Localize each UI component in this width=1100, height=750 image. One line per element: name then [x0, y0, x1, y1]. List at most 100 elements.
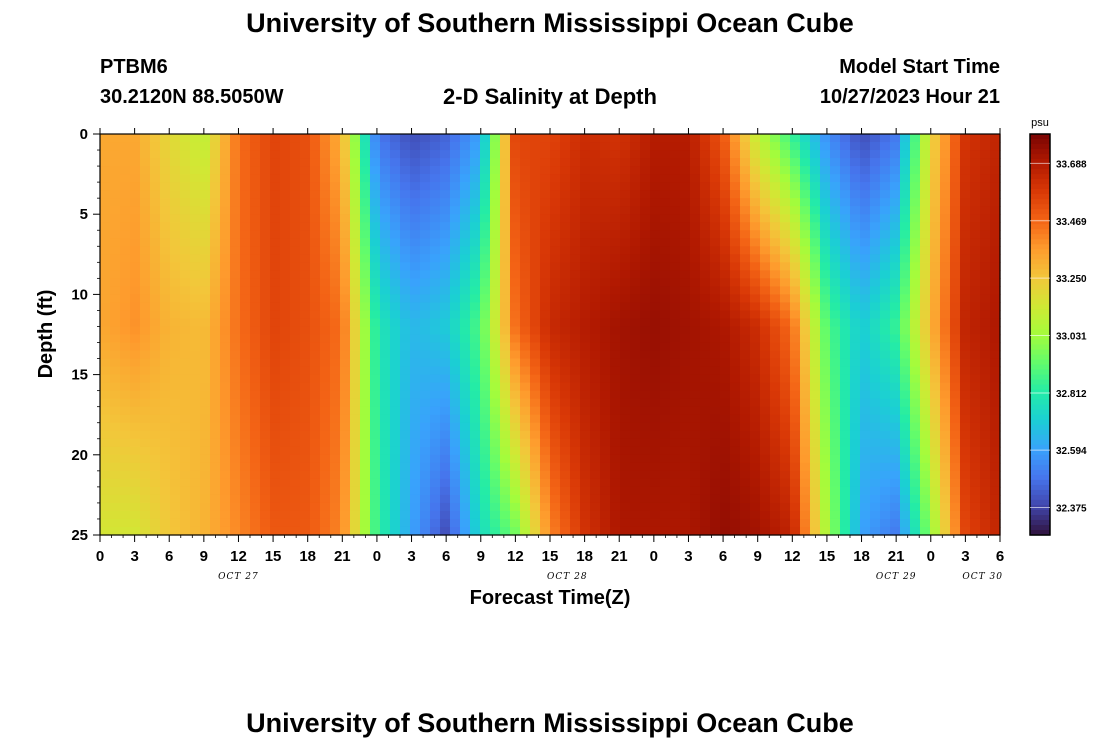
heatmap-cell [490, 462, 501, 472]
heatmap-cell [760, 334, 771, 344]
heatmap-cell [950, 246, 961, 255]
heatmap-cell [830, 134, 841, 143]
heatmap-cell [210, 230, 221, 239]
heatmap-cell [780, 214, 791, 223]
heatmap-cell [860, 142, 871, 151]
heatmap-cell [180, 446, 191, 456]
heatmap-cell [870, 206, 881, 215]
heatmap-cell [380, 294, 391, 304]
heatmap-cell [330, 438, 341, 448]
heatmap-cell [930, 246, 941, 255]
heatmap-cell [360, 390, 371, 400]
heatmap-cell [980, 318, 991, 328]
heatmap-cell [220, 422, 231, 432]
heatmap-cell [600, 358, 611, 368]
heatmap-cell [440, 182, 451, 191]
heatmap-cell [180, 502, 191, 512]
heatmap-cell [510, 438, 521, 448]
heatmap-cell [500, 158, 511, 167]
heatmap-cell [410, 302, 421, 312]
heatmap-cell [270, 502, 281, 512]
heatmap-cell [400, 238, 411, 247]
heatmap-cell [710, 334, 721, 344]
heatmap-cell [780, 390, 791, 400]
heatmap-cell [490, 166, 501, 175]
heatmap-cell [590, 422, 601, 432]
heatmap-cell [160, 342, 171, 352]
heatmap-cell [790, 398, 801, 408]
heatmap-cell [830, 318, 841, 328]
heatmap-cell [750, 278, 761, 287]
heatmap-cell [520, 270, 531, 279]
heatmap-cell [410, 510, 421, 520]
heatmap-cell [550, 174, 561, 183]
heatmap-cell [860, 206, 871, 215]
heatmap-cell [540, 206, 551, 215]
heatmap-cell [830, 462, 841, 472]
heatmap-cell [820, 446, 831, 456]
heatmap-cell [210, 374, 221, 384]
heatmap-cell [830, 302, 841, 312]
heatmap-cell [690, 326, 701, 336]
heatmap-cell [430, 334, 441, 344]
heatmap-cell [270, 158, 281, 167]
heatmap-cell [480, 150, 491, 159]
heatmap-cell [430, 302, 441, 312]
heatmap-cell [980, 406, 991, 416]
heatmap-cell [940, 366, 951, 376]
heatmap-cell [560, 286, 571, 295]
heatmap-cell [190, 214, 201, 223]
heatmap-cell [300, 454, 311, 464]
heatmap-cell [450, 414, 461, 424]
heatmap-cell [640, 294, 651, 304]
heatmap-cell [190, 318, 201, 328]
heatmap-cell [270, 214, 281, 223]
heatmap-cell [680, 366, 691, 376]
heatmap-cell [940, 302, 951, 312]
model-start-value: 10/27/2023 Hour 21 [819, 86, 1000, 108]
heatmap-cell [540, 382, 551, 392]
heatmap-cell [490, 414, 501, 424]
heatmap-cell [380, 302, 391, 312]
heatmap-cell [700, 166, 711, 175]
heatmap-cell [630, 398, 641, 408]
heatmap-cell [170, 502, 181, 512]
heatmap-cell [680, 158, 691, 167]
heatmap-cell [750, 486, 761, 496]
heatmap-cell [440, 398, 451, 408]
heatmap-cell [110, 230, 121, 239]
heatmap-cell [250, 374, 261, 384]
heatmap-cell [400, 190, 411, 199]
heatmap-cell [540, 294, 551, 304]
heatmap-cell [690, 398, 701, 408]
heatmap-cell [670, 238, 681, 247]
heatmap-cell [950, 414, 961, 424]
heatmap-cell [570, 414, 581, 424]
heatmap-cell [230, 326, 241, 336]
heatmap-cell [530, 470, 541, 480]
heatmap-cell [540, 518, 551, 528]
heatmap-cell [330, 502, 341, 512]
heatmap-cell [250, 198, 261, 207]
heatmap-cell [880, 246, 891, 255]
heatmap-cell [680, 270, 691, 279]
heatmap-cell [170, 470, 181, 480]
heatmap-cell [150, 326, 161, 336]
heatmap-cell [880, 222, 891, 231]
heatmap-cell [510, 478, 521, 488]
heatmap-cell [520, 486, 531, 496]
heatmap-cell [670, 526, 681, 536]
heatmap-cell [120, 502, 131, 512]
heatmap-cell [770, 134, 781, 143]
heatmap-cell [480, 422, 491, 432]
heatmap-cell [740, 390, 751, 400]
heatmap-cell [540, 398, 551, 408]
heatmap-cell [670, 206, 681, 215]
heatmap-cell [860, 446, 871, 456]
heatmap-cell [900, 238, 911, 247]
heatmap-cell [450, 326, 461, 336]
heatmap-cell [230, 318, 241, 328]
heatmap-cell [940, 230, 951, 239]
heatmap-cell [640, 190, 651, 199]
heatmap-cell [750, 246, 761, 255]
